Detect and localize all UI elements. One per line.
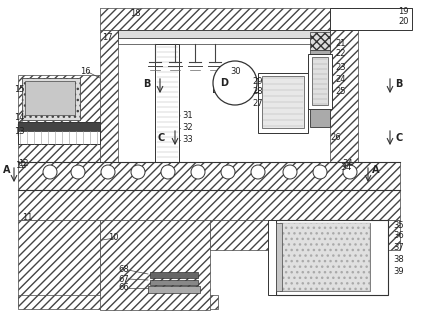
Text: 23: 23 bbox=[335, 63, 346, 72]
Circle shape bbox=[191, 165, 205, 179]
Text: B: B bbox=[395, 79, 402, 89]
Text: 22: 22 bbox=[335, 49, 346, 58]
Circle shape bbox=[283, 165, 297, 179]
Bar bbox=[18, 162, 400, 190]
Text: A: A bbox=[372, 165, 379, 175]
Bar bbox=[310, 32, 330, 50]
Bar bbox=[258, 73, 308, 133]
Text: 39: 39 bbox=[393, 267, 403, 276]
Circle shape bbox=[221, 165, 235, 179]
Text: 34: 34 bbox=[340, 164, 352, 173]
Bar bbox=[18, 220, 100, 305]
Circle shape bbox=[131, 165, 145, 179]
Text: 20: 20 bbox=[398, 17, 408, 26]
Bar bbox=[308, 54, 332, 109]
Text: 13: 13 bbox=[14, 128, 24, 137]
Bar bbox=[22, 78, 80, 120]
Bar bbox=[118, 38, 330, 44]
Text: D: D bbox=[220, 78, 228, 88]
Bar bbox=[310, 50, 330, 54]
Text: 29: 29 bbox=[252, 77, 262, 86]
Text: C: C bbox=[395, 133, 402, 143]
Text: 26: 26 bbox=[330, 133, 341, 142]
Text: 12: 12 bbox=[16, 161, 27, 170]
Bar bbox=[25, 81, 75, 115]
Text: 15: 15 bbox=[14, 86, 24, 95]
Text: 68: 68 bbox=[118, 266, 129, 275]
Bar bbox=[280, 223, 370, 291]
Text: 10: 10 bbox=[108, 234, 119, 243]
Text: 36: 36 bbox=[393, 231, 404, 240]
Text: B: B bbox=[143, 79, 150, 89]
Circle shape bbox=[343, 165, 357, 179]
Bar bbox=[276, 223, 282, 291]
Bar bbox=[330, 8, 412, 18]
Bar bbox=[276, 220, 388, 295]
Text: 34: 34 bbox=[342, 160, 353, 169]
Text: 11: 11 bbox=[22, 213, 32, 222]
Circle shape bbox=[251, 165, 265, 179]
Bar bbox=[150, 272, 198, 278]
Circle shape bbox=[101, 165, 115, 179]
Text: 37: 37 bbox=[393, 244, 404, 253]
Bar bbox=[18, 122, 100, 144]
Bar bbox=[312, 57, 328, 105]
Circle shape bbox=[161, 165, 175, 179]
Text: A: A bbox=[3, 165, 11, 175]
Text: 24: 24 bbox=[335, 75, 346, 83]
Circle shape bbox=[43, 165, 57, 179]
Text: 30: 30 bbox=[230, 67, 241, 76]
Bar bbox=[155, 44, 179, 162]
Bar bbox=[100, 30, 118, 162]
Bar bbox=[18, 122, 100, 131]
Text: 17: 17 bbox=[102, 34, 113, 43]
Text: 19: 19 bbox=[398, 7, 408, 16]
Text: 21: 21 bbox=[335, 39, 346, 49]
Text: 28: 28 bbox=[252, 87, 262, 96]
Text: 31: 31 bbox=[182, 112, 192, 120]
Bar bbox=[100, 8, 390, 30]
Bar bbox=[210, 220, 400, 250]
Bar bbox=[280, 223, 370, 291]
Bar bbox=[330, 8, 412, 30]
Circle shape bbox=[213, 61, 257, 105]
Bar bbox=[118, 30, 330, 38]
Bar bbox=[18, 295, 218, 309]
Bar bbox=[268, 220, 276, 295]
Text: 66: 66 bbox=[118, 284, 129, 293]
Text: 32: 32 bbox=[182, 123, 192, 132]
Text: 38: 38 bbox=[393, 256, 404, 264]
Bar bbox=[330, 30, 358, 170]
Bar bbox=[100, 220, 210, 310]
Text: 16: 16 bbox=[80, 67, 91, 77]
Bar bbox=[148, 286, 200, 293]
Bar bbox=[262, 76, 304, 128]
Bar bbox=[22, 78, 80, 120]
Circle shape bbox=[71, 165, 85, 179]
Text: 18: 18 bbox=[130, 10, 141, 18]
Bar bbox=[150, 280, 198, 285]
Text: 27: 27 bbox=[252, 99, 262, 108]
Text: 14: 14 bbox=[14, 114, 24, 123]
Bar bbox=[310, 109, 330, 127]
Bar bbox=[18, 75, 100, 162]
Bar bbox=[18, 190, 400, 220]
Text: C: C bbox=[158, 133, 165, 143]
Circle shape bbox=[313, 165, 327, 179]
Text: 25: 25 bbox=[335, 86, 346, 95]
Text: 12: 12 bbox=[18, 160, 29, 169]
Text: 67: 67 bbox=[118, 275, 129, 284]
Text: 33: 33 bbox=[182, 136, 193, 145]
Text: 35: 35 bbox=[393, 220, 403, 230]
